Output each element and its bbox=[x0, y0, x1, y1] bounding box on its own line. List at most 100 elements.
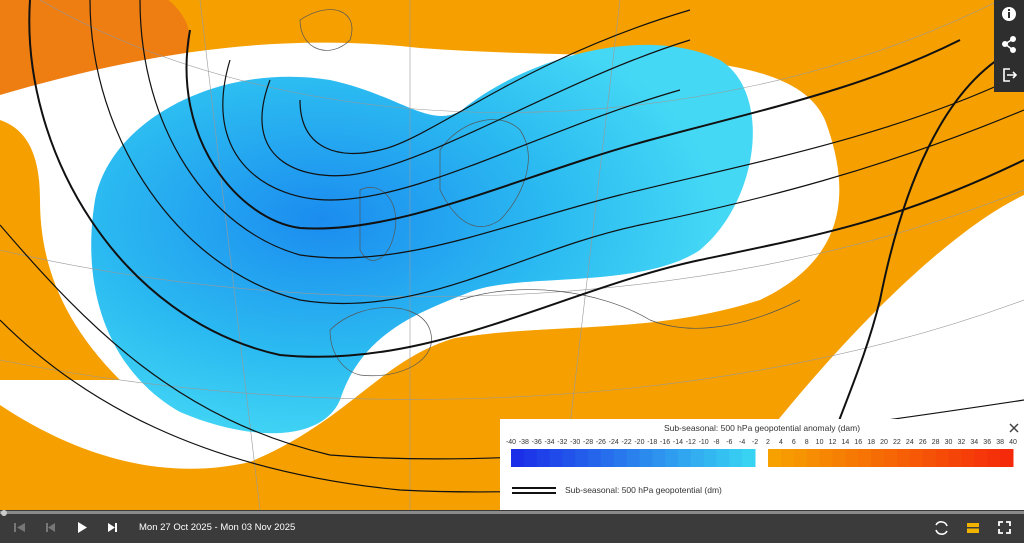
color-swatch bbox=[909, 449, 924, 467]
toolbar-icons bbox=[1002, 7, 1018, 82]
legend-tick-label: 30 bbox=[944, 439, 953, 446]
legend-tick-label: 8 bbox=[804, 439, 809, 446]
legend-tick-label: -24 bbox=[608, 439, 619, 446]
controls bbox=[14, 521, 1011, 535]
timebar: Mon 27 Oct 2025 - Mon 03 Nov 2025 bbox=[0, 510, 1024, 543]
color-swatch bbox=[768, 449, 782, 467]
color-swatch bbox=[896, 449, 911, 467]
legend-tick-label: 24 bbox=[905, 439, 914, 446]
colorbar bbox=[511, 449, 1014, 494]
first-button[interactable] bbox=[14, 523, 25, 532]
color-swatch bbox=[961, 449, 975, 467]
legend-tick-label: -20 bbox=[634, 439, 645, 446]
legend-tick-label: -36 bbox=[531, 439, 542, 446]
legend-tick-label: 40 bbox=[1009, 439, 1017, 446]
legend-tick-label: 18 bbox=[867, 439, 876, 446]
color-swatch bbox=[858, 449, 872, 467]
color-swatch bbox=[948, 449, 962, 467]
color-swatch bbox=[716, 449, 730, 467]
play-button[interactable] bbox=[78, 522, 87, 533]
anomaly-neutral bbox=[770, 195, 1024, 430]
legend-tick-label: -4 bbox=[739, 439, 746, 446]
legend-tick-label: -18 bbox=[647, 439, 658, 446]
legend-tick-label: 26 bbox=[918, 439, 927, 446]
color-swatch bbox=[819, 449, 833, 467]
legend: Sub-seasonal: 500 hPa geopotential anoma… bbox=[500, 419, 1024, 510]
layers-button[interactable] bbox=[967, 523, 979, 533]
color-swatch bbox=[729, 449, 743, 467]
legend-tick-label: 32 bbox=[957, 439, 966, 446]
legend-tick-label: -8 bbox=[713, 439, 720, 446]
legend-tick-label: -40 bbox=[505, 439, 517, 446]
exit-button[interactable] bbox=[1003, 68, 1018, 82]
color-swatch bbox=[793, 449, 808, 467]
toolbar bbox=[994, 0, 1024, 92]
loop-button[interactable] bbox=[935, 521, 948, 535]
prev-button[interactable] bbox=[46, 523, 55, 532]
legend-tick-label: 10 bbox=[815, 439, 824, 446]
close-button[interactable] bbox=[1008, 422, 1020, 434]
color-swatch bbox=[588, 449, 602, 467]
legend-tick-label: 36 bbox=[983, 439, 992, 446]
color-swatch bbox=[832, 449, 846, 467]
color-swatch bbox=[600, 449, 615, 467]
color-swatch bbox=[806, 449, 821, 467]
color-swatch bbox=[523, 449, 538, 467]
color-swatch bbox=[871, 449, 885, 467]
coastlines bbox=[299, 9, 801, 377]
color-swatch bbox=[974, 449, 988, 467]
color-swatch bbox=[626, 449, 640, 467]
legend-tick-label: -16 bbox=[660, 439, 671, 446]
color-swatch bbox=[987, 449, 1001, 467]
legend-tick-label: 16 bbox=[854, 439, 863, 446]
anomaly-positive bbox=[0, 120, 120, 380]
legend-tick-label: -6 bbox=[726, 439, 733, 446]
legend-tick-label: -34 bbox=[544, 439, 555, 446]
legend-tick-label: -38 bbox=[518, 439, 529, 446]
share-button[interactable] bbox=[1002, 36, 1016, 53]
color-swatch bbox=[562, 449, 576, 467]
fullscreen-button[interactable] bbox=[998, 521, 1011, 534]
color-swatch bbox=[665, 449, 679, 467]
info-button[interactable] bbox=[1002, 7, 1016, 21]
legend-tick-label: 14 bbox=[841, 439, 850, 446]
line-legend-label: Sub-seasonal: 500 hPa geopotential (dm) bbox=[565, 485, 722, 495]
color-swatch bbox=[549, 449, 563, 467]
color-swatch bbox=[884, 449, 898, 467]
color-swatch bbox=[1000, 449, 1014, 467]
color-swatch bbox=[511, 449, 525, 467]
legend-tick-label: -28 bbox=[582, 439, 594, 446]
color-swatch bbox=[922, 449, 937, 467]
legend-tick-label: 22 bbox=[893, 439, 901, 446]
map bbox=[0, 0, 1024, 510]
date-range: Mon 27 Oct 2025 - Mon 03 Nov 2025 bbox=[139, 522, 296, 533]
legend-tick-label: 38 bbox=[996, 439, 1004, 446]
anomaly-negative bbox=[91, 44, 753, 434]
color-swatch bbox=[935, 449, 950, 467]
legend-tick-label: -26 bbox=[595, 439, 606, 446]
progress-handle[interactable] bbox=[1, 510, 7, 516]
legend-tick-label: 2 bbox=[766, 439, 770, 446]
legend-tick-label: 4 bbox=[778, 439, 783, 446]
legend-tick-label: -10 bbox=[698, 439, 709, 446]
color-swatch bbox=[780, 449, 795, 467]
legend-tick-label: 12 bbox=[828, 439, 837, 446]
legend-tick-label: -12 bbox=[685, 439, 696, 446]
legend-title: Sub-seasonal: 500 hPa geopotential anoma… bbox=[663, 423, 861, 433]
color-swatch bbox=[575, 449, 589, 467]
color-swatch bbox=[677, 449, 692, 467]
legend-tick-label: -2 bbox=[751, 439, 759, 446]
color-swatch bbox=[742, 449, 756, 467]
color-swatch bbox=[690, 449, 705, 467]
legend-tick-label: 6 bbox=[791, 439, 796, 446]
legend-tick-label: -32 bbox=[557, 439, 568, 446]
color-swatch bbox=[613, 449, 628, 467]
legend-tick-label: -30 bbox=[570, 439, 581, 446]
progress-track[interactable] bbox=[0, 511, 1024, 514]
color-swatch bbox=[703, 449, 717, 467]
next-button[interactable] bbox=[108, 523, 117, 532]
legend-tick-label: -22 bbox=[621, 439, 632, 446]
color-swatch bbox=[536, 449, 551, 467]
color-swatch bbox=[652, 449, 666, 467]
